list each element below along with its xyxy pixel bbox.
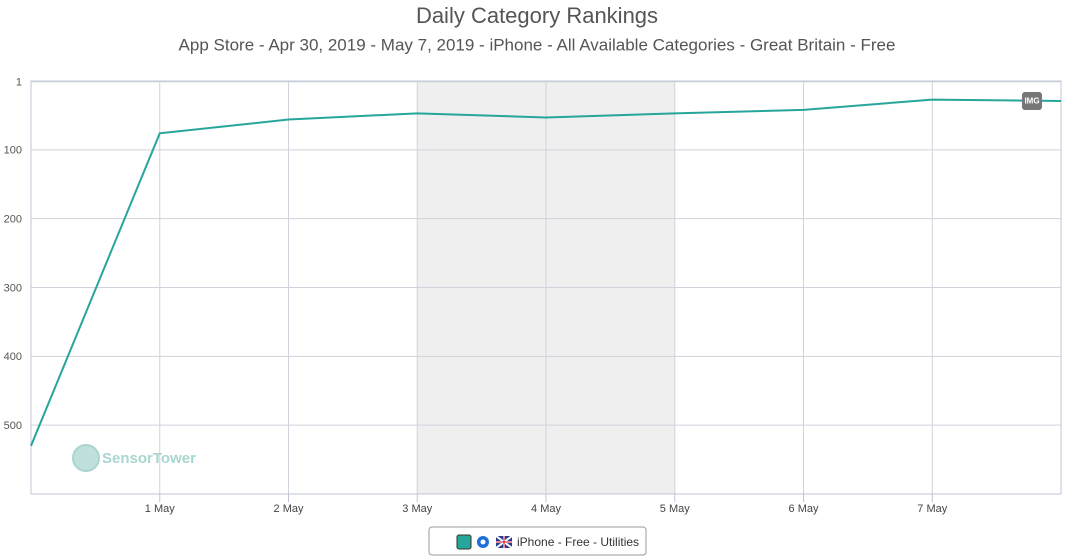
y-tick-label: 1	[16, 77, 22, 89]
watermark-logo	[72, 444, 100, 472]
x-tick-label: 7 May	[917, 503, 947, 515]
y-tick-label: 200	[4, 214, 22, 226]
chart-subtitle: App Store - Apr 30, 2019 - May 7, 2019 -…	[179, 35, 896, 54]
watermark: SensorTower	[102, 450, 196, 467]
annotation-badge	[1022, 91, 1042, 110]
series-line	[30, 98, 1062, 447]
x-tick-label: 4 May	[531, 503, 561, 515]
x-tick-label: 5 May	[660, 503, 690, 515]
plot-border	[30, 80, 1062, 495]
y-tick-label: 100	[4, 145, 22, 157]
legend-flag-cross-red	[496, 536, 512, 548]
legend-icon-dot	[480, 539, 486, 545]
y-tick-label: 500	[4, 420, 22, 432]
x-tick-label: 1 May	[145, 503, 175, 515]
legend-label: iPhone - Free - Utilities	[517, 535, 639, 549]
y-tick-label: 400	[4, 351, 22, 363]
x-tick-label: 2 May	[274, 503, 304, 515]
annotation: IMG	[1024, 97, 1039, 106]
chart-title: Daily Category Rankings	[416, 3, 658, 28]
legend-swatch	[456, 534, 472, 550]
x-tick-label: 6 May	[789, 503, 819, 515]
x-tick-label: 3 May	[402, 503, 432, 515]
legend-box	[428, 526, 647, 556]
y-tick-label: 300	[4, 282, 22, 294]
